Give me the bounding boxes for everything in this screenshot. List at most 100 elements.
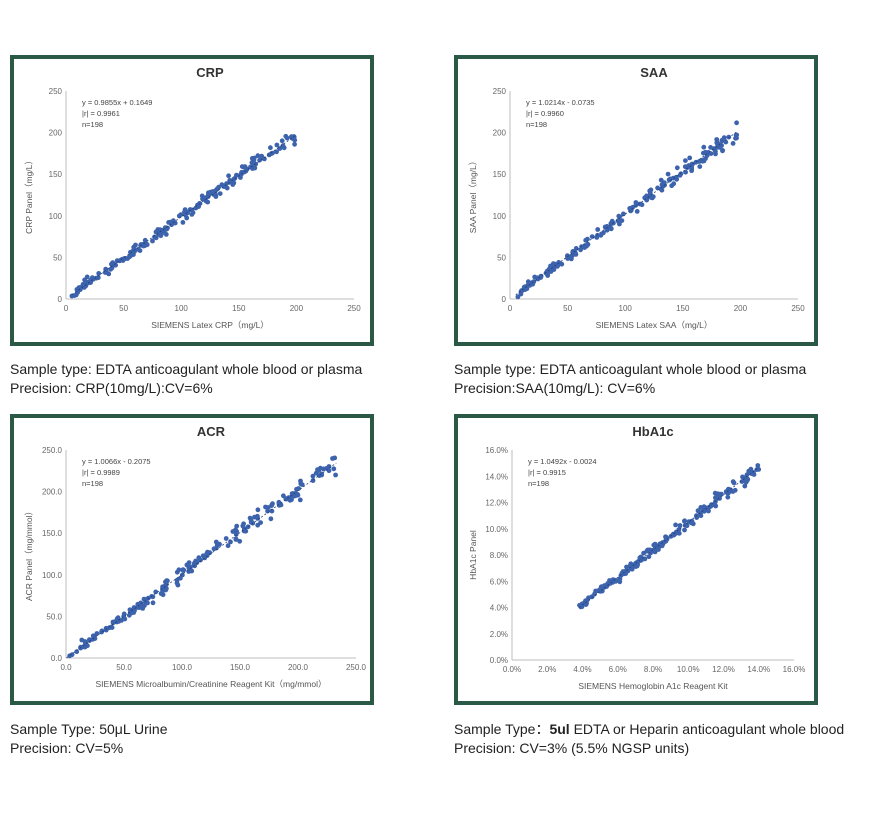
crp-data-point [213, 192, 219, 198]
hba1c-data-point [730, 479, 736, 485]
crp-x-axis-label: SIEMENS Latex CRP（mg/L） [151, 320, 269, 330]
saa-y-axis-label: SAA Panel（mg/L） [468, 157, 478, 234]
crp-y-tick-label: 200 [49, 129, 63, 138]
saa-data-point [689, 166, 695, 172]
saa-data-point [674, 176, 680, 182]
saa-y-tick-label: 100 [493, 212, 507, 221]
acr-data-point [265, 508, 270, 514]
saa-stats-annotation: n=198 [526, 120, 547, 129]
acr-data-point [225, 543, 231, 549]
saa-data-point [714, 145, 720, 150]
saa-data-point [633, 202, 639, 208]
saa-trendline [515, 131, 738, 296]
chart-acr: ACR 0.0 50.0 100.0 150.0 200.0 250.0 0.0 50.0 100… [24, 424, 367, 689]
chart-hba1c: HbA1c 0.0% 2.0% 4.0% 6.0% 8.0% 10.0% 12.0% 14.0%… [468, 424, 805, 691]
acr-y-tick-label: 100.0 [42, 571, 63, 580]
crp-data-point [72, 293, 77, 298]
crp-chart-title: CRP [196, 65, 224, 80]
hba1c-stats-annotation: y = 1.0492x - 0.0024 [528, 457, 597, 466]
acr-data-point [233, 532, 239, 537]
hba1c-data-point [656, 547, 661, 552]
acr-data-point [129, 609, 135, 615]
crp-stats-annotation: y = 0.9855x + 0.1649 [82, 98, 152, 107]
hba1c-y-tick-label: 2.0% [490, 630, 508, 639]
saa-data-point [669, 183, 675, 189]
acr-data-point [299, 482, 305, 487]
hba1c-y-tick-label: 12.0% [485, 499, 508, 508]
crp-x-tick-label: 150 [232, 304, 246, 313]
crp-data-point [153, 229, 159, 235]
crp-data-point [292, 141, 297, 147]
hba1c-y-tick-label: 8.0% [490, 551, 508, 560]
acr-data-point [198, 557, 203, 563]
saa-x-axis-label: SIEMENS Latex SAA（mg/L） [596, 320, 713, 330]
acr-x-tick-label: 150.0 [230, 663, 251, 672]
caption-crp: Sample type: EDTA anticoagulant whole bl… [10, 360, 362, 398]
hba1c-data-point [619, 570, 625, 576]
acr-data-point [315, 467, 320, 472]
caption-acr: Sample Type: 50μL Urine Precision: CV=5% [10, 720, 168, 758]
crp-x-tick-label: 50 [119, 304, 128, 313]
saa-chart-title: SAA [640, 65, 668, 80]
hba1c-data-point [673, 522, 678, 528]
acr-y-tick-label: 200.0 [42, 488, 63, 497]
saa-y-tick-label: 150 [493, 170, 507, 179]
hba1c-data-point [754, 467, 760, 472]
saa-data-point [659, 187, 665, 193]
hba1c-data-point [584, 600, 589, 606]
saa-y-tick-label: 50 [497, 253, 506, 262]
crp-data-point [226, 173, 232, 179]
acr-data-point [310, 473, 316, 479]
acr-data-point [243, 528, 249, 534]
crp-data-point [217, 191, 223, 197]
acr-data-point [268, 516, 274, 522]
crp-x-tick-label: 0 [64, 304, 69, 313]
acr-x-axis-label: SIEMENS Microalbumin/Creatinine Reagent … [96, 679, 327, 689]
acr-data-point [161, 584, 167, 589]
caption-hba1c-sample-prefix: Sample Type： [454, 721, 550, 737]
crp-data-point [274, 149, 279, 155]
hba1c-data-point [608, 579, 614, 584]
hba1c-data-point [677, 523, 683, 528]
acr-data-point [160, 592, 166, 598]
caption-hba1c-precision: Precision: CV=3% (5.5% NGSP units) [454, 740, 690, 756]
acr-data-point [211, 546, 217, 552]
hba1c-x-tick-label: 4.0% [573, 665, 591, 674]
acr-data-point [297, 497, 303, 503]
saa-data-point [720, 148, 725, 153]
hba1c-data-point [725, 494, 731, 500]
saa-data-point [535, 275, 541, 281]
acr-data-point [153, 589, 159, 595]
crp-data-point [190, 210, 196, 216]
acr-data-point [67, 653, 73, 659]
acr-data-point [291, 493, 296, 499]
chart-saa: SAA 0 50 100 150 200 250 0 50 100 150 200 250 SIEMENS… [468, 65, 805, 330]
hba1c-data-point [628, 563, 634, 569]
caption-crp-precision: Precision: CRP(10mg/L):CV=6% [10, 380, 213, 396]
chart-panel-hba1c: HbA1c 0.0% 2.0% 4.0% 6.0% 8.0% 10.0% 12.0% 14.0%… [454, 414, 818, 705]
acr-stats-annotation: |r| = 0.9989 [82, 468, 120, 477]
hba1c-data-point [592, 591, 597, 597]
acr-data-point [138, 600, 144, 606]
saa-data-point [723, 139, 729, 145]
acr-data-point [145, 600, 150, 606]
acr-data-point [175, 582, 181, 588]
saa-data-point [546, 266, 552, 272]
caption-saa: Sample type: EDTA anticoagulant whole bl… [454, 360, 806, 398]
acr-data-point [333, 472, 338, 478]
acr-data-point [240, 523, 246, 529]
acr-data-point [126, 612, 132, 618]
crp-data-point [255, 153, 261, 159]
acr-data-point [233, 527, 239, 533]
hba1c-data-point [716, 492, 721, 497]
acr-data-point [234, 523, 240, 529]
crp-data-point [142, 237, 148, 243]
hba1c-y-tick-label: 10.0% [485, 525, 508, 534]
crp-data-point [279, 138, 285, 144]
acr-x-tick-label: 100.0 [172, 663, 193, 672]
hba1c-data-point [647, 547, 653, 553]
hba1c-data-point [682, 518, 687, 524]
saa-data-point [655, 185, 660, 191]
hba1c-scatter-points [577, 463, 762, 610]
hba1c-y-tick-label: 4.0% [490, 604, 508, 613]
